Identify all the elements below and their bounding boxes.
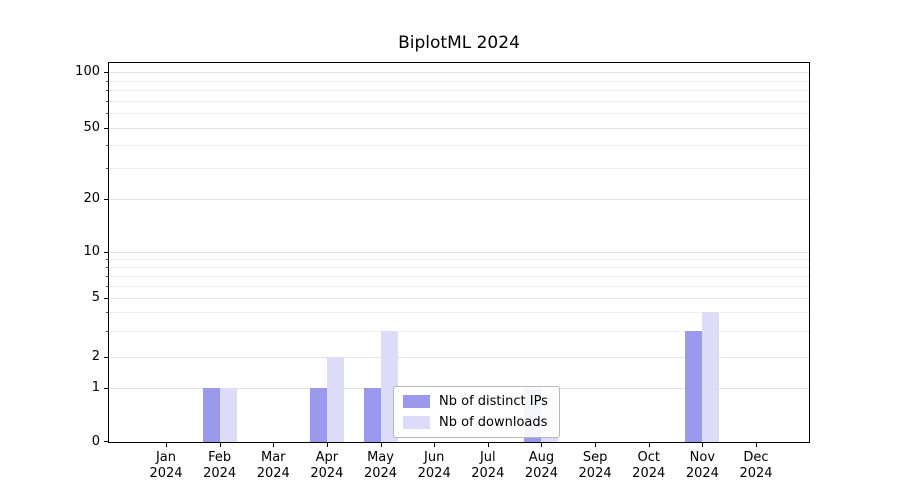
x-tick-label: May 2024 [363, 450, 398, 481]
plot-area [104, 62, 810, 443]
gridline-minor [109, 266, 809, 268]
bar-downloads-feb [219, 388, 237, 442]
y-tick [104, 441, 108, 442]
gridline-minor [109, 331, 809, 333]
x-tick [434, 443, 436, 447]
y-minor-tick [106, 100, 108, 102]
x-tick [595, 443, 597, 447]
y-minor-tick [106, 285, 108, 287]
y-tick-label: 2 [91, 349, 100, 365]
y-minor-tick [106, 145, 108, 147]
y-tick-label: 1 [91, 380, 100, 396]
y-tick-label: 5 [91, 289, 100, 305]
bar-downloads-apr [326, 357, 344, 442]
gridline-minor [109, 285, 809, 287]
y-minor-tick [106, 90, 108, 92]
x-tick [273, 443, 275, 447]
y-minor-tick [106, 80, 108, 82]
legend-item-distinct-ips: Nb of distinct IPs [403, 394, 548, 409]
x-tick-label: Aug 2024 [524, 450, 558, 481]
gridline-major [109, 297, 809, 299]
y-minor-tick [106, 275, 108, 277]
x-tick [166, 443, 167, 447]
bar-distinct-ips-nov [685, 331, 703, 442]
x-tick [702, 443, 704, 447]
x-tick [541, 443, 543, 447]
x-tick-label: Jul 2024 [471, 450, 505, 481]
legend-label-distinct-ips: Nb of distinct IPs [439, 394, 548, 409]
x-tick-label: Feb 2024 [203, 450, 237, 481]
legend-item-downloads: Nb of downloads [403, 415, 548, 430]
legend-swatch-downloads-icon [403, 416, 430, 429]
y-tick [104, 297, 108, 299]
gridline-major [109, 357, 809, 359]
y-tick [104, 252, 108, 254]
y-tick [104, 72, 108, 74]
y-tick [104, 388, 108, 390]
legend-label-downloads: Nb of downloads [439, 415, 548, 430]
bar-distinct-ips-may [363, 388, 381, 442]
bar-distinct-ips-apr [309, 388, 327, 442]
gridline-major [109, 252, 809, 254]
gridline-minor [109, 80, 809, 82]
x-tick-label: Mar 2024 [256, 450, 290, 481]
y-tick-label: 20 [83, 191, 100, 207]
x-tick-label: Jan 2024 [149, 450, 183, 481]
x-tick [648, 443, 650, 447]
x-tick [755, 443, 757, 447]
y-tick-label: 0 [91, 434, 100, 449]
gridline-minor [109, 113, 809, 115]
y-minor-tick [106, 113, 108, 115]
x-tick [326, 443, 328, 447]
gridline-minor [109, 275, 809, 277]
y-tick [104, 357, 108, 359]
y-minor-tick [106, 167, 108, 169]
chart-title: BiplotML 2024 [398, 33, 520, 53]
y-minor-tick [106, 331, 108, 333]
gridline-major [109, 127, 809, 129]
gridline-major [109, 199, 809, 201]
bar-downloads-nov [702, 312, 720, 442]
bar-distinct-ips-feb [202, 388, 220, 442]
x-tick-label: Jun 2024 [417, 450, 451, 481]
gridline-minor [109, 259, 809, 261]
gridline-minor [109, 312, 809, 314]
x-tick-label: Apr 2024 [310, 450, 344, 481]
x-tick-label: Sep 2024 [578, 450, 612, 481]
x-tick [380, 443, 382, 447]
gridline-minor [109, 90, 809, 92]
x-tick [219, 443, 221, 447]
gridline-minor [109, 167, 809, 169]
y-tick [104, 199, 108, 201]
y-tick-label: 50 [83, 119, 100, 135]
y-minor-tick [106, 259, 108, 261]
gridline-minor [109, 145, 809, 147]
x-tick-label: Oct 2024 [632, 450, 666, 481]
y-minor-tick [106, 312, 108, 314]
y-tick-label: 10 [83, 244, 100, 260]
y-tick [104, 127, 108, 129]
x-tick-label: Nov 2024 [685, 450, 719, 481]
gridline-major [109, 72, 809, 74]
x-tick [487, 443, 489, 447]
gridline-minor [109, 100, 809, 102]
x-tick-label: Dec 2024 [739, 450, 773, 481]
y-tick-label: 100 [75, 64, 100, 80]
y-minor-tick [106, 266, 108, 268]
legend-swatch-distinct-ips-icon [403, 395, 430, 408]
legend: Nb of distinct IPs Nb of downloads [393, 386, 560, 438]
